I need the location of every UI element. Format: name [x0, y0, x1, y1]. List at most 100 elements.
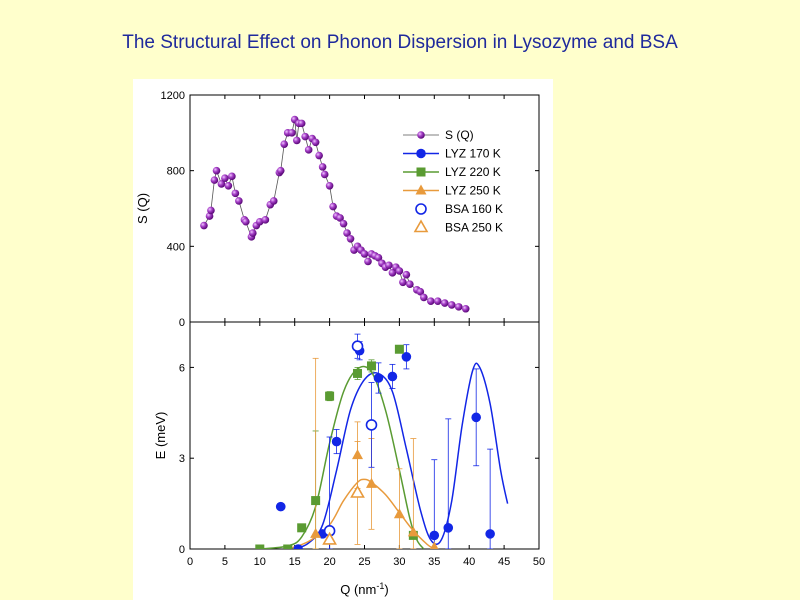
upper-ytick-label-1: 400 — [167, 241, 185, 253]
sq-point-58 — [402, 270, 411, 279]
legend: S (Q) LYZ 170 K LYZ 220 K LYZ 250 K BSA 160 … — [403, 128, 503, 235]
sq-point-19 — [269, 197, 278, 205]
legend-label-2: LYZ 220 K — [445, 165, 501, 179]
upper-plot-area — [200, 115, 470, 313]
lyz-170-k-point-6 — [387, 371, 398, 382]
sq-point-8 — [228, 172, 236, 181]
sq-point-56 — [395, 267, 404, 275]
sq-point-64 — [433, 297, 442, 305]
lower-plot-frame — [189, 321, 540, 550]
xtick-label-9: 45 — [498, 556, 510, 568]
sq-point-37 — [329, 202, 337, 211]
legend-marker-2 — [416, 167, 426, 177]
sq-point-40 — [339, 219, 348, 228]
lyz-220-k-point-7 — [394, 344, 404, 354]
lower-ytick-label-1: 3 — [179, 453, 185, 465]
bsa-160-k-point-1 — [351, 340, 364, 353]
lyz-170-k-point-0 — [275, 501, 286, 512]
lyz-170-k-point-9 — [443, 523, 454, 533]
sq-point-34 — [318, 163, 327, 171]
lyz-220-k-point-1 — [283, 544, 293, 549]
sq-point-4 — [212, 166, 221, 175]
xtick-label-0: 0 — [187, 556, 193, 568]
upper-ytick-label-3: 1200 — [161, 90, 185, 102]
upper-ytick-label-2: 800 — [167, 166, 185, 178]
lyz-220-k-point-3 — [311, 496, 321, 506]
sq-point-17 — [261, 216, 270, 224]
lyz-170-k-point-3 — [331, 436, 342, 447]
sq-point-12 — [242, 217, 250, 226]
xtick-label-5: 25 — [358, 556, 370, 568]
sq-point-26 — [292, 136, 301, 145]
legend-marker-1 — [416, 148, 426, 159]
lyz-220-k-point-5 — [353, 368, 363, 378]
phonon-chart: 0 400 800 1200 0 3 6 0 5 10 15 20 25 30 35 40 45 50 Q (nm-… — [135, 90, 545, 597]
lyz-170-k-point-1 — [293, 544, 303, 549]
sq-point-28 — [297, 119, 306, 128]
sq-point-2 — [207, 206, 215, 215]
lyz-250-k-point-0 — [310, 527, 322, 538]
lyz-250-k-point-6 — [430, 541, 439, 549]
lower-ytick-label-2: 6 — [179, 362, 185, 374]
sq-point-66 — [447, 301, 456, 309]
sq-point-61 — [416, 287, 425, 296]
sq-point-54 — [388, 269, 397, 277]
xtick-label-1: 5 — [222, 556, 228, 568]
lyz-250-k-point-2 — [352, 449, 364, 460]
sq-point-33 — [315, 151, 323, 160]
sq-point-62 — [420, 293, 428, 302]
figure-panel: 0 400 800 1200 0 3 6 0 5 10 15 20 25 30 35 40 45 50 Q (nm-… — [133, 79, 553, 600]
sq-point-29 — [301, 132, 309, 141]
sq-point-3 — [210, 176, 219, 184]
lower-ytick-label-0: 0 — [179, 544, 185, 556]
lyz-250-k-point-4 — [393, 508, 405, 519]
lyz-170-k-fit-curve — [294, 362, 509, 549]
sq-point-0 — [200, 221, 208, 230]
xtick-label-2: 10 — [254, 556, 266, 568]
legend-marker-3 — [415, 184, 427, 195]
sq-point-63 — [427, 297, 435, 305]
bsa-160-k-point-2 — [365, 419, 378, 431]
sq-point-57 — [399, 278, 407, 287]
lyz-250-k-point-3 — [365, 477, 377, 488]
upper-ytick-label-0: 0 — [179, 317, 185, 329]
sq-point-5 — [217, 180, 226, 188]
sq-point-22 — [280, 140, 289, 148]
legend-label-1: LYZ 170 K — [445, 147, 501, 161]
sq-point-32 — [311, 138, 320, 147]
xtick-label-3: 15 — [289, 556, 301, 568]
sq-point-24 — [288, 129, 296, 137]
sq-point-1 — [205, 212, 214, 220]
lyz-170-k-point-5 — [373, 373, 384, 383]
sq-point-59 — [406, 280, 414, 288]
xtick-label-8: 40 — [463, 556, 475, 568]
xtick-label-4: 20 — [323, 556, 335, 568]
bsa-250-k-point-0 — [322, 531, 337, 545]
lower-y-axis-label: E (meV) — [153, 412, 168, 460]
sq-point-35 — [320, 170, 329, 179]
sq-point-50 — [374, 253, 383, 262]
legend-marker-5 — [413, 219, 429, 233]
lyz-220-k-point-4 — [325, 391, 335, 401]
legend-label-3: LYZ 250 K — [445, 184, 501, 198]
lyz-170-k-point-10 — [471, 412, 481, 423]
legend-label-0: S (Q) — [445, 128, 474, 142]
sq-point-41 — [343, 229, 351, 237]
legend-marker-0 — [417, 131, 425, 139]
lyz-220-k-point-6 — [366, 361, 376, 371]
lyz-170-k-point-11 — [485, 529, 495, 539]
sq-point-68 — [461, 304, 470, 313]
sq-point-14 — [249, 229, 257, 237]
lyz-170-k-point-7 — [401, 352, 412, 362]
xtick-label-6: 30 — [393, 556, 405, 568]
sq-point-7 — [224, 182, 233, 190]
sq-point-9 — [231, 189, 240, 198]
slide-title: The Structural Effect on Phonon Dispersi… — [122, 32, 678, 53]
lyz-220-k-point-2 — [297, 523, 307, 533]
x-axis-label: Q (nm-1) — [340, 581, 388, 597]
xtick-label-7: 35 — [428, 556, 440, 568]
upper-y-axis-label: S (Q) — [135, 193, 150, 224]
sq-point-6 — [221, 174, 229, 183]
legend-marker-4 — [415, 203, 427, 215]
sq-point-42 — [346, 234, 355, 243]
